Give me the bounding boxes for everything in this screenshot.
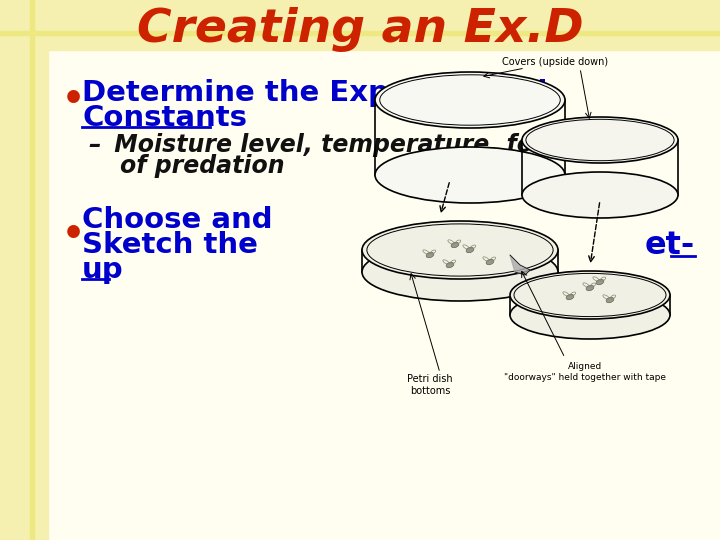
Text: Sketch the: Sketch the xyxy=(82,231,258,259)
Ellipse shape xyxy=(446,262,454,268)
Ellipse shape xyxy=(596,279,604,285)
Text: et-: et- xyxy=(644,230,695,260)
Text: –: – xyxy=(88,133,101,157)
Bar xyxy=(0,0,720,50)
Ellipse shape xyxy=(566,294,574,300)
Text: Determine the Experimental: Determine the Experimental xyxy=(82,79,547,107)
Text: Petri dish
bottoms: Petri dish bottoms xyxy=(408,374,453,396)
Text: Creating an Ex.D: Creating an Ex.D xyxy=(137,6,583,51)
Text: of predation: of predation xyxy=(120,154,284,178)
Ellipse shape xyxy=(375,147,565,203)
Ellipse shape xyxy=(522,117,678,163)
Ellipse shape xyxy=(362,221,558,279)
Bar xyxy=(30,0,34,540)
Text: Constants: Constants xyxy=(82,104,247,132)
Text: Choose and: Choose and xyxy=(82,206,273,234)
Text: •: • xyxy=(62,83,85,117)
Ellipse shape xyxy=(426,252,434,258)
Ellipse shape xyxy=(466,247,474,253)
Ellipse shape xyxy=(362,243,558,301)
Ellipse shape xyxy=(510,291,670,339)
Ellipse shape xyxy=(522,172,678,218)
Text: Aligned
"doorways" held together with tape: Aligned "doorways" held together with ta… xyxy=(504,362,666,382)
Ellipse shape xyxy=(375,72,565,128)
Ellipse shape xyxy=(486,259,494,265)
Ellipse shape xyxy=(586,285,594,291)
Ellipse shape xyxy=(606,298,614,303)
Ellipse shape xyxy=(451,242,459,248)
Text: Covers (upside down): Covers (upside down) xyxy=(502,57,608,67)
Polygon shape xyxy=(510,255,530,275)
Bar xyxy=(0,31,720,35)
Ellipse shape xyxy=(510,271,670,319)
Bar xyxy=(0,0,48,540)
Text: up: up xyxy=(82,256,124,284)
Text: •: • xyxy=(62,218,85,252)
Text: Moisture level, temperature, food, lack: Moisture level, temperature, food, lack xyxy=(106,133,637,157)
